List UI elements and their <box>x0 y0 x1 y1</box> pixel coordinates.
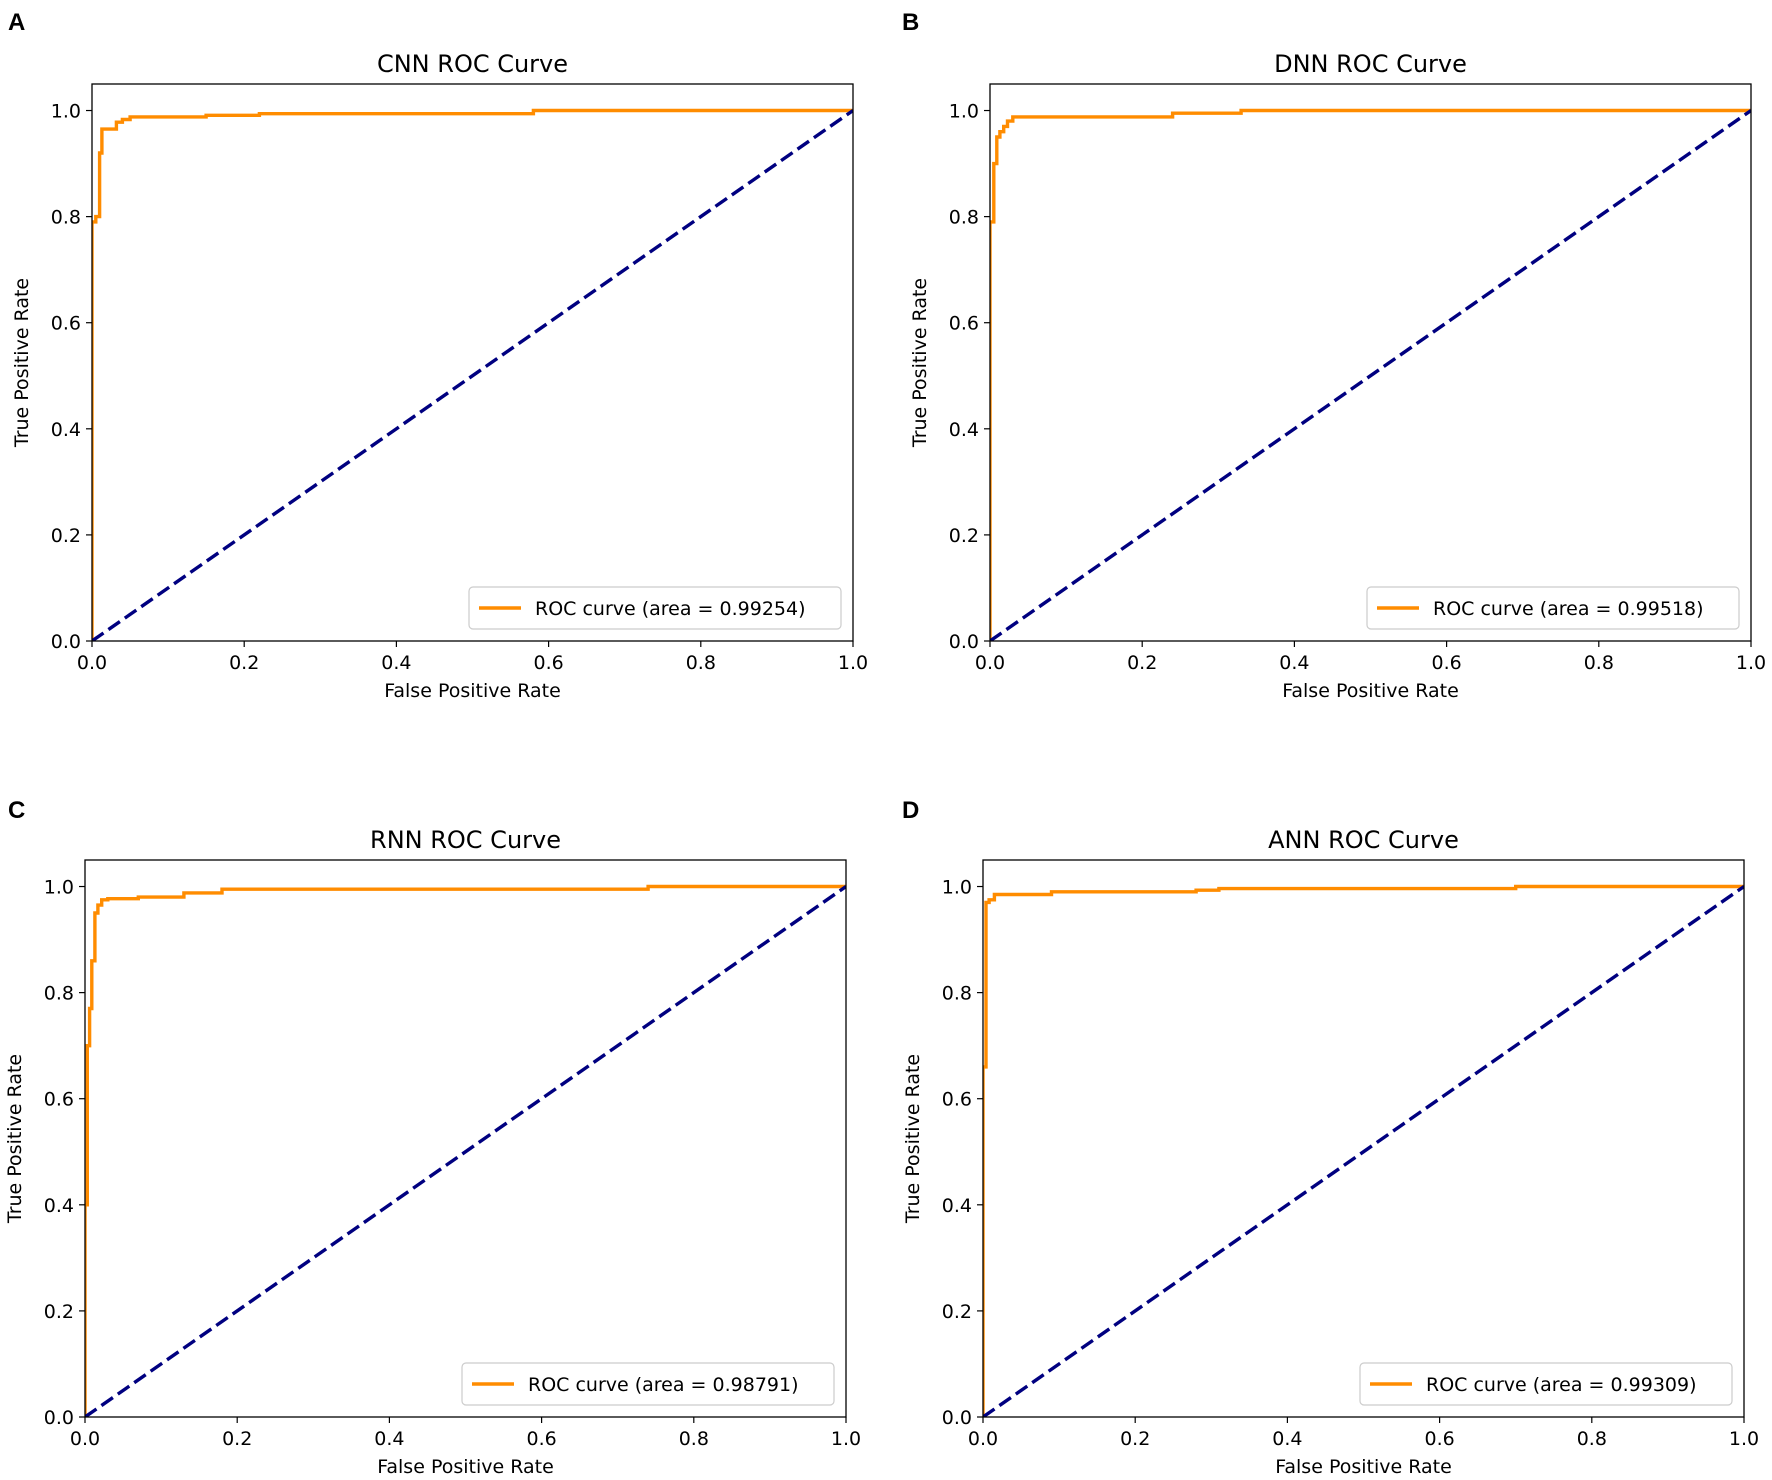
y-tick-label: 0.2 <box>949 525 979 547</box>
x-tick-label: 0.4 <box>1272 1428 1302 1450</box>
chance-diagonal-line <box>92 109 853 641</box>
y-tick-label: 0.6 <box>44 1089 74 1111</box>
y-tick-label: 1.0 <box>949 101 979 123</box>
x-axis-label: False Positive Rate <box>1282 680 1459 702</box>
y-tick-label: 1.0 <box>51 101 81 123</box>
chart-title: RNN ROC Curve <box>370 826 561 854</box>
x-axis-label: False Positive Rate <box>384 680 561 702</box>
axes-frame <box>84 859 847 1418</box>
legend: ROC curve (area = 0.98791) <box>461 1362 835 1406</box>
roc-curve-line <box>85 884 846 1417</box>
legend-label: ROC curve (area = 0.99254) <box>535 598 806 620</box>
y-tick-label: 0.4 <box>51 419 81 441</box>
x-axis-label: False Positive Rate <box>1275 1456 1452 1478</box>
y-tick-label: 0.2 <box>942 1301 972 1323</box>
x-tick-label: 0.0 <box>70 1428 100 1450</box>
y-tick-label: 0.6 <box>942 1089 972 1111</box>
chance-diagonal-line <box>983 885 1744 1417</box>
panel-letter: C <box>8 797 25 824</box>
y-axis-label: True Positive Rate <box>4 1054 26 1224</box>
x-tick-label: 0.6 <box>1424 1428 1454 1450</box>
x-tick-label: 0.0 <box>968 1428 998 1450</box>
panel-b: B DNN ROC Curve 0.0 0.2 0.4 0.6 0.8 1.0 0.0 0.2 0.… <box>902 9 1766 702</box>
roc-curve-line <box>92 108 853 641</box>
roc-curve-line <box>983 884 1744 1417</box>
legend-box <box>1366 586 1740 630</box>
panel-letter: D <box>902 797 919 824</box>
legend: ROC curve (area = 0.99518) <box>1366 586 1740 630</box>
legend-box <box>1359 1362 1733 1406</box>
panel-letter: A <box>8 9 25 36</box>
y-tick-label: 1.0 <box>44 877 74 899</box>
y-tick-label: 0.6 <box>949 313 979 335</box>
y-tick-label: 0.0 <box>51 631 81 653</box>
legend: ROC curve (area = 0.99309) <box>1359 1362 1733 1406</box>
x-tick-label: 1.0 <box>1729 1428 1759 1450</box>
x-axis-label: False Positive Rate <box>377 1456 554 1478</box>
x-tick-label: 0.2 <box>222 1428 252 1450</box>
y-tick-label: 0.0 <box>44 1407 74 1429</box>
panel-d: D ANN ROC Curve 0.0 0.2 0.4 0.6 0.8 1.0 0.0 0.2 0.… <box>902 797 1759 1478</box>
y-tick-label: 0.4 <box>44 1195 74 1217</box>
y-tick-label: 0.6 <box>51 313 81 335</box>
x-tick-label: 0.8 <box>679 1428 709 1450</box>
x-tick-label: 1.0 <box>1736 652 1766 674</box>
legend-label: ROC curve (area = 0.99518) <box>1433 598 1704 620</box>
y-tick-label: 0.0 <box>942 1407 972 1429</box>
chance-diagonal-line <box>85 885 846 1417</box>
y-axis-label: True Positive Rate <box>909 278 931 448</box>
x-tick-label: 0.8 <box>1577 1428 1607 1450</box>
y-axis-label: True Positive Rate <box>11 278 33 448</box>
y-tick-label: 0.2 <box>51 525 81 547</box>
x-tick-label: 0.8 <box>1584 652 1614 674</box>
x-tick-label: 0.2 <box>1127 652 1157 674</box>
chart-title: CNN ROC Curve <box>377 50 568 78</box>
legend-label: ROC curve (area = 0.98791) <box>528 1374 799 1396</box>
legend: ROC curve (area = 0.99254) <box>468 586 842 630</box>
y-tick-label: 0.8 <box>942 983 972 1005</box>
x-tick-label: 0.6 <box>526 1428 556 1450</box>
x-tick-label: 1.0 <box>831 1428 861 1450</box>
y-tick-label: 0.0 <box>949 631 979 653</box>
panel-a: A CNN ROC Curve 0.0 0.2 0.4 0.6 0.8 1.0 0.0 0.2 0.… <box>8 9 868 702</box>
axes-frame <box>989 83 1752 642</box>
y-tick-label: 0.2 <box>44 1301 74 1323</box>
legend-box <box>461 1362 835 1406</box>
roc-curve-line <box>990 108 1751 641</box>
chart-title: ANN ROC Curve <box>1268 826 1459 854</box>
panel-letter: B <box>902 9 919 36</box>
chance-diagonal-line <box>990 109 1751 641</box>
x-tick-label: 1.0 <box>838 652 868 674</box>
panel-c: C RNN ROC Curve 0.0 0.2 0.4 0.6 0.8 1.0 0.0 0.2 0.… <box>4 797 861 1478</box>
x-tick-label: 0.0 <box>77 652 107 674</box>
legend-label: ROC curve (area = 0.99309) <box>1426 1374 1697 1396</box>
y-tick-label: 1.0 <box>942 877 972 899</box>
chart-title: DNN ROC Curve <box>1274 50 1467 78</box>
y-axis-label: True Positive Rate <box>902 1054 924 1224</box>
x-tick-label: 0.0 <box>975 652 1005 674</box>
x-tick-label: 0.8 <box>686 652 716 674</box>
x-tick-label: 0.4 <box>1279 652 1309 674</box>
axes-frame <box>982 859 1745 1418</box>
x-tick-label: 0.6 <box>1431 652 1461 674</box>
x-tick-label: 0.2 <box>229 652 259 674</box>
x-tick-label: 0.4 <box>381 652 411 674</box>
x-tick-label: 0.6 <box>533 652 563 674</box>
axes-frame <box>91 83 854 642</box>
legend-box <box>468 586 842 630</box>
x-tick-label: 0.2 <box>1120 1428 1150 1450</box>
y-tick-label: 0.8 <box>51 207 81 229</box>
y-tick-label: 0.4 <box>942 1195 972 1217</box>
x-tick-label: 0.4 <box>374 1428 404 1450</box>
y-tick-label: 0.8 <box>44 983 74 1005</box>
y-tick-label: 0.4 <box>949 419 979 441</box>
y-tick-label: 0.8 <box>949 207 979 229</box>
